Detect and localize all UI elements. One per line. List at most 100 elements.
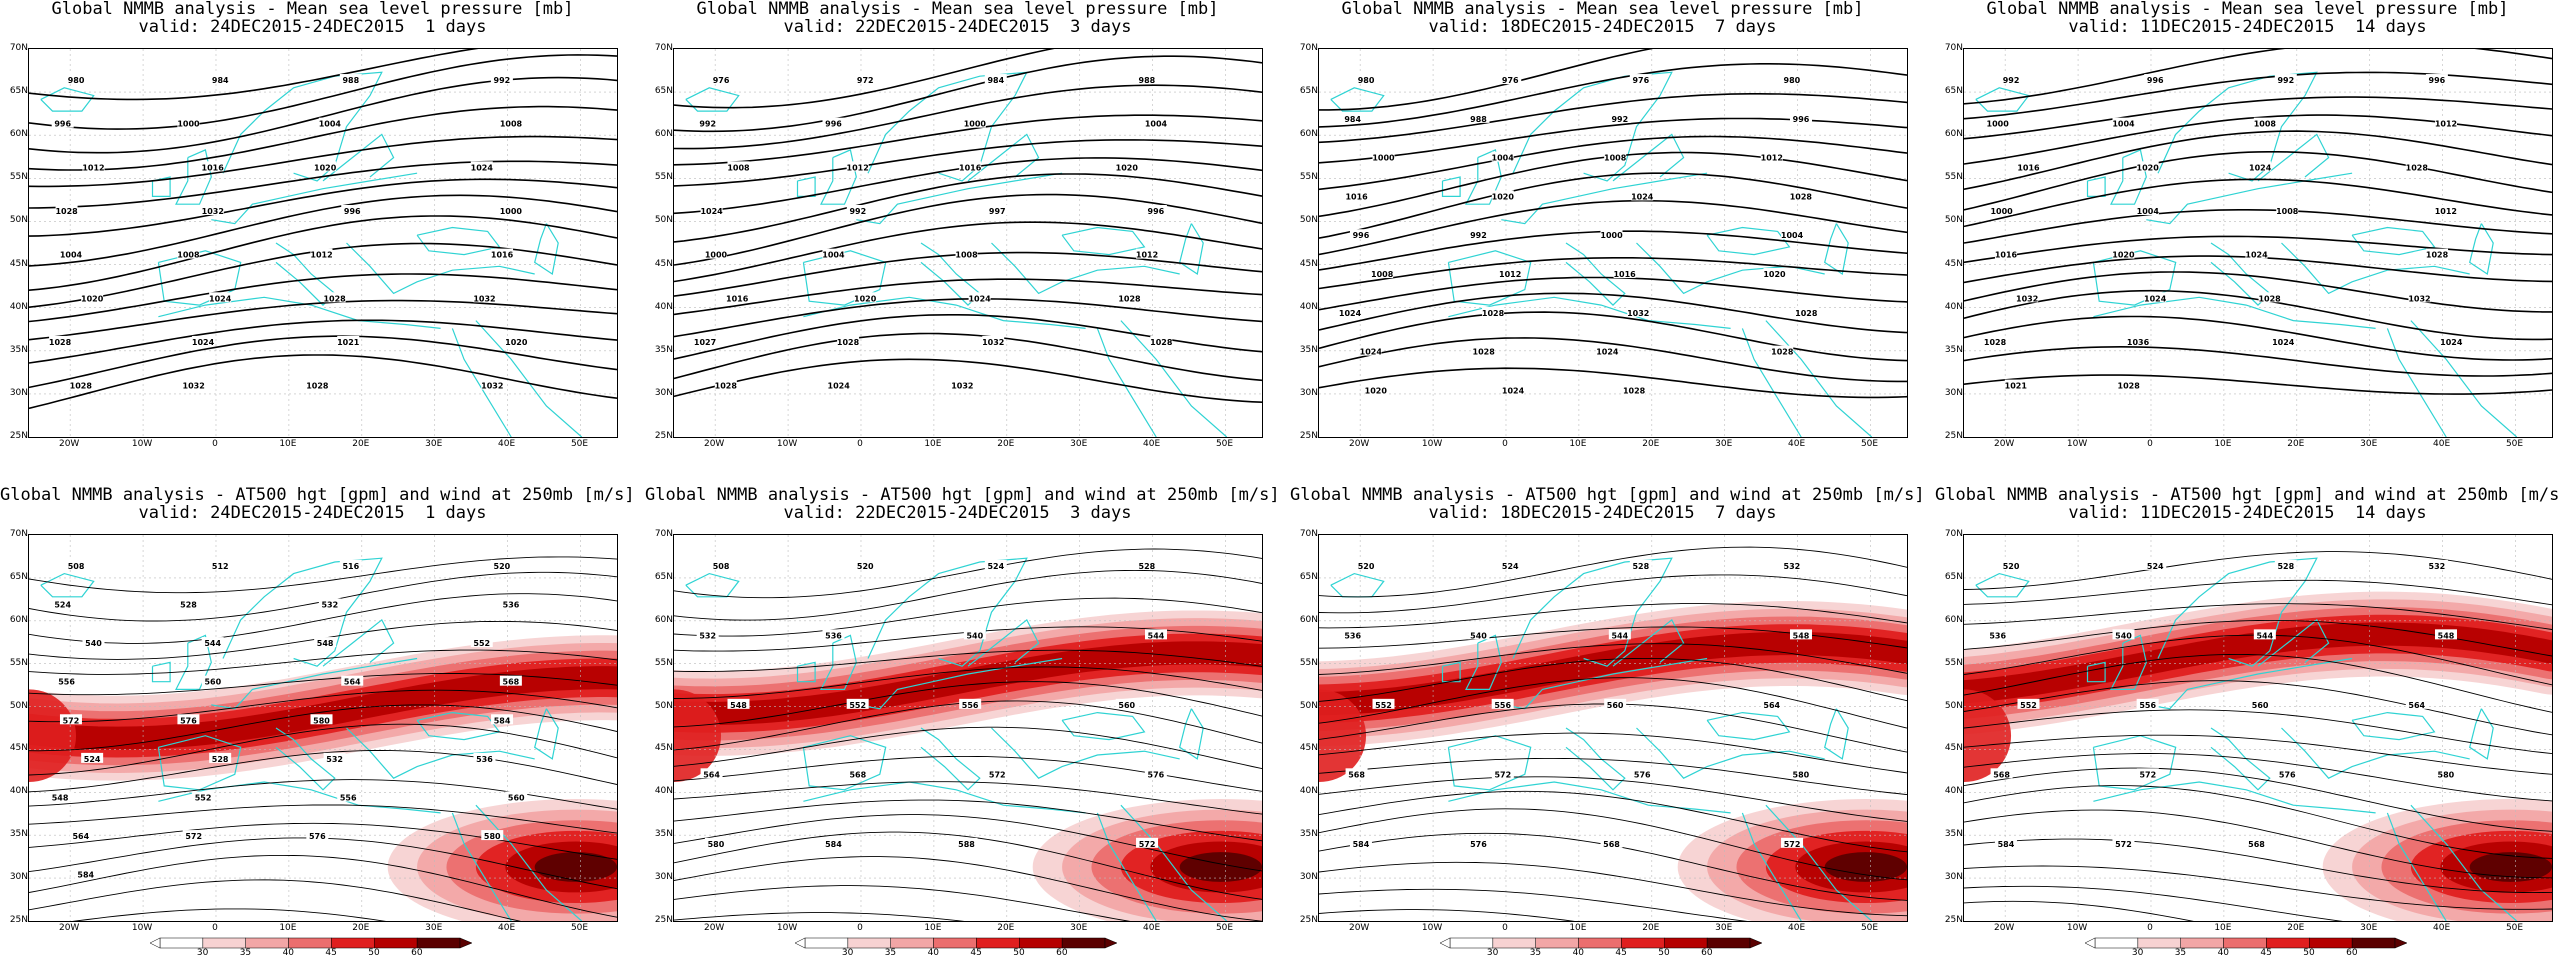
lat-label: 50N (1944, 215, 1963, 226)
contour-label: 992 (1611, 115, 1628, 124)
contour-label: 568 (1603, 840, 1620, 849)
contour-label: 588 (958, 840, 975, 849)
colorbar-tick: 35 (239, 948, 252, 958)
lat-label: 70N (1944, 43, 1963, 53)
lon-label: 20E (2287, 923, 2305, 933)
contour-label-bg (59, 248, 82, 259)
contour-label: 536 (825, 631, 842, 640)
contour-label-bg (986, 204, 1009, 215)
lon-label: 20E (997, 439, 1015, 449)
height-contour (674, 799, 1262, 842)
contour-label: 1000 (1990, 207, 2013, 216)
contour-label: 1024 (2272, 338, 2295, 347)
coastline (1765, 320, 1873, 437)
lat-label: 35N (1299, 344, 1318, 355)
contour-label: 1028 (2118, 382, 2141, 391)
panel-title: Global NMMB analysis - Mean sea level pr… (696, 0, 1219, 19)
colorbar-tick: 40 (1572, 948, 1585, 958)
contour-label: 532 (2429, 562, 2446, 571)
contour-label: 976 (1502, 76, 1519, 85)
lat-label: 25N (1944, 915, 1963, 925)
contour-label: 1020 (1492, 192, 1515, 201)
map-frame: 508 520 524 528 532 536 540 544 548 552 556 560 564 5… (673, 534, 1263, 922)
contour-label: 1004 (319, 120, 342, 129)
colorbar-segment (1621, 937, 1665, 949)
contour-label-bg (704, 837, 727, 848)
contour-label-bg (2136, 698, 2159, 709)
colorbar-tick: 35 (2174, 948, 2187, 958)
lon-label: 0 (212, 923, 218, 933)
contour-label: 576 (309, 832, 326, 841)
contour-label: 576 (1148, 770, 1165, 779)
lat-label: 25N (1299, 915, 1318, 925)
contour-label-bg (700, 768, 723, 779)
contour-label: 572 (1494, 770, 1511, 779)
panel-subtitle: valid: 22DEC2015-24DEC2015 3 days (783, 503, 1132, 523)
contour-label: 536 (1344, 631, 1361, 640)
contour-label: 520 (494, 562, 511, 571)
contour-label-bg (201, 675, 224, 686)
contour-label-bg (2425, 559, 2448, 570)
contour-label: 1012 (1136, 251, 1158, 260)
contour-label-bg (318, 598, 341, 609)
colorbar-tick: 40 (927, 948, 940, 958)
contour-label-bg (822, 248, 845, 259)
contour-label: 1027 (694, 338, 716, 347)
isobar (674, 332, 1262, 382)
contour-label-bg (339, 74, 362, 85)
contour-label-bg (337, 791, 360, 802)
isobar (29, 49, 479, 101)
panel-title: Global NMMB analysis - Mean sea level pr… (1986, 0, 2509, 19)
colorbar-segment (976, 937, 1020, 949)
contour-label: 988 (1470, 115, 1487, 124)
contour-label: 1028 (1150, 338, 1173, 347)
lat-label: 35N (654, 829, 673, 840)
contour-label: 1004 (2137, 207, 2160, 216)
contour-label: 1012 (310, 251, 332, 260)
panel-title: Global NMMB analysis - AT500 hgt [gpm] a… (1935, 485, 2560, 505)
contour-label: 1020 (505, 338, 528, 347)
contour-label: 580 (484, 832, 501, 841)
colorbar-tick: 60 (2346, 948, 2358, 958)
lat-label: 70N (1299, 529, 1318, 539)
contour-label: 584 (825, 840, 842, 849)
contour-label: 568 (1993, 770, 2010, 779)
contour-label: 1024 (2249, 163, 2272, 172)
contour-label: 980 (1784, 76, 1801, 85)
map-canvas: 508 520 524 528 532 536 540 544 548 552 556 560 564 5… (674, 535, 1262, 921)
contour-label-bg (201, 161, 224, 172)
height-contour (29, 879, 521, 921)
contour-label: 1024 (471, 163, 494, 172)
contour-label-bg (69, 379, 92, 390)
contour-label-bg (1467, 229, 1490, 240)
isobar (29, 354, 617, 410)
coastline (222, 71, 383, 182)
contour-label-bg (827, 379, 850, 390)
colorbar-segment (2094, 937, 2139, 949)
isobar (1319, 63, 1907, 128)
lat-label: 70N (9, 529, 28, 539)
coastline (40, 87, 95, 112)
contour-label-bg (2272, 335, 2295, 346)
isobar (29, 319, 617, 364)
lon-label: 40E (1788, 923, 1806, 933)
contour-label: 1012 (2435, 207, 2457, 216)
coastline (1741, 328, 1802, 437)
contour-label: 1020 (854, 294, 877, 303)
contour-label-bg (1135, 74, 1158, 85)
lon-label: 40E (1788, 439, 1806, 449)
contour-label: 1024 (1631, 192, 1654, 201)
contour-label: 548 (2438, 631, 2455, 640)
coastline (157, 735, 242, 791)
contour-label: 544 (1611, 631, 1628, 640)
colorbar-tick: 40 (282, 948, 295, 958)
lat-label: 25N (9, 431, 28, 441)
lat-label: 40N (1299, 786, 1318, 797)
height-contour (1319, 776, 1907, 822)
height-contour (29, 593, 617, 644)
colorbar (149, 934, 480, 949)
height-contour (1964, 603, 2552, 630)
contour-label: 560 (508, 793, 525, 802)
isobar (1964, 71, 2552, 120)
contour-label: 568 (503, 678, 520, 687)
